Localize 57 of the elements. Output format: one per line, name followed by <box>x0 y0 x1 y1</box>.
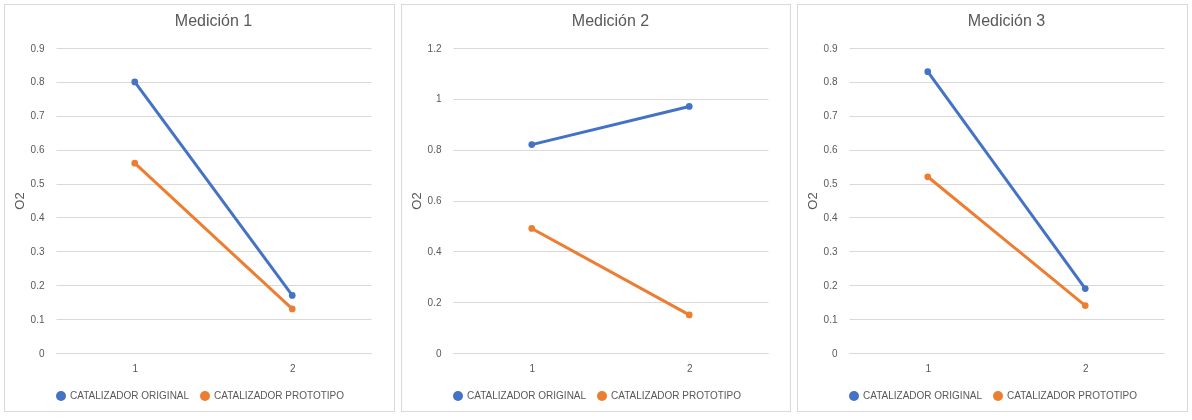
y-tick-label: 0 <box>435 347 442 359</box>
chart-title: Medición 1 <box>174 12 253 29</box>
x-tick-label: 1 <box>132 362 139 374</box>
y-tick-label: 0.7 <box>823 110 839 122</box>
y-tick-label: 1.2 <box>427 42 442 54</box>
point <box>528 225 535 232</box>
point <box>924 173 932 181</box>
y-tick-label: 0 <box>38 347 45 359</box>
y-tick-label: 0.9 <box>823 42 839 54</box>
y-tick-label: 0.8 <box>823 76 839 88</box>
y-axis-title: O2 <box>804 192 820 210</box>
x-tick-label: 2 <box>1083 362 1090 374</box>
point <box>685 103 693 110</box>
legend-label: CATALIZADOR ORIGINAL <box>466 390 587 401</box>
y-tick-label: 0.3 <box>30 245 45 257</box>
point <box>288 292 296 299</box>
x-tick-label: 1 <box>529 362 536 374</box>
y-tick-label: 0.5 <box>823 178 839 190</box>
y-tick-label: 0.6 <box>30 144 45 156</box>
point <box>288 305 296 313</box>
y-tick-label: 0.4 <box>427 245 442 257</box>
point <box>131 78 139 86</box>
y-tick-label: 0.8 <box>30 76 45 88</box>
y-tick-label: 0 <box>832 347 839 359</box>
point <box>528 141 535 148</box>
y-tick-label: 0.6 <box>427 195 442 206</box>
legend-label: CATALIZADOR ORIGINAL <box>70 390 190 401</box>
y-tick-label: 0.5 <box>30 178 45 190</box>
y-tick-label: 0.6 <box>823 144 839 156</box>
point <box>131 159 139 167</box>
chart-title: Medición 3 <box>968 12 1046 29</box>
y-tick-label: 0.9 <box>30 42 45 54</box>
y-tick-label: 1 <box>435 93 442 105</box>
y-tick-label: 0.3 <box>823 245 839 257</box>
point <box>1082 302 1089 309</box>
x-tick-label: 2 <box>686 362 693 374</box>
legend-label: CATALIZADOR ORIGINAL <box>863 390 983 401</box>
point <box>924 68 932 76</box>
y-tick-label: 0.4 <box>823 211 839 223</box>
y-axis-title: O2 <box>11 192 27 210</box>
point <box>1082 285 1089 292</box>
legend-label: CATALIZADOR PROTOTIPO <box>214 390 345 401</box>
x-tick-label: 1 <box>925 362 932 374</box>
y-axis-title: O2 <box>408 192 424 210</box>
y-tick-label: 0.8 <box>427 144 442 156</box>
chart-title: Medición 2 <box>571 12 649 29</box>
legend-label: CATALIZADOR PROTOTIPO <box>1007 390 1138 401</box>
y-tick-label: 0.2 <box>823 279 839 291</box>
y-tick-label: 0.1 <box>30 313 45 325</box>
x-tick-label: 2 <box>289 362 296 374</box>
point <box>685 311 693 319</box>
y-tick-label: 0.2 <box>427 296 442 308</box>
y-tick-label: 0.4 <box>30 211 45 223</box>
y-tick-label: 0.1 <box>823 313 839 325</box>
y-tick-label: 0.7 <box>30 110 45 122</box>
y-tick-label: 0.2 <box>30 279 45 291</box>
legend-label: CATALIZADOR PROTOTIPO <box>610 390 741 401</box>
